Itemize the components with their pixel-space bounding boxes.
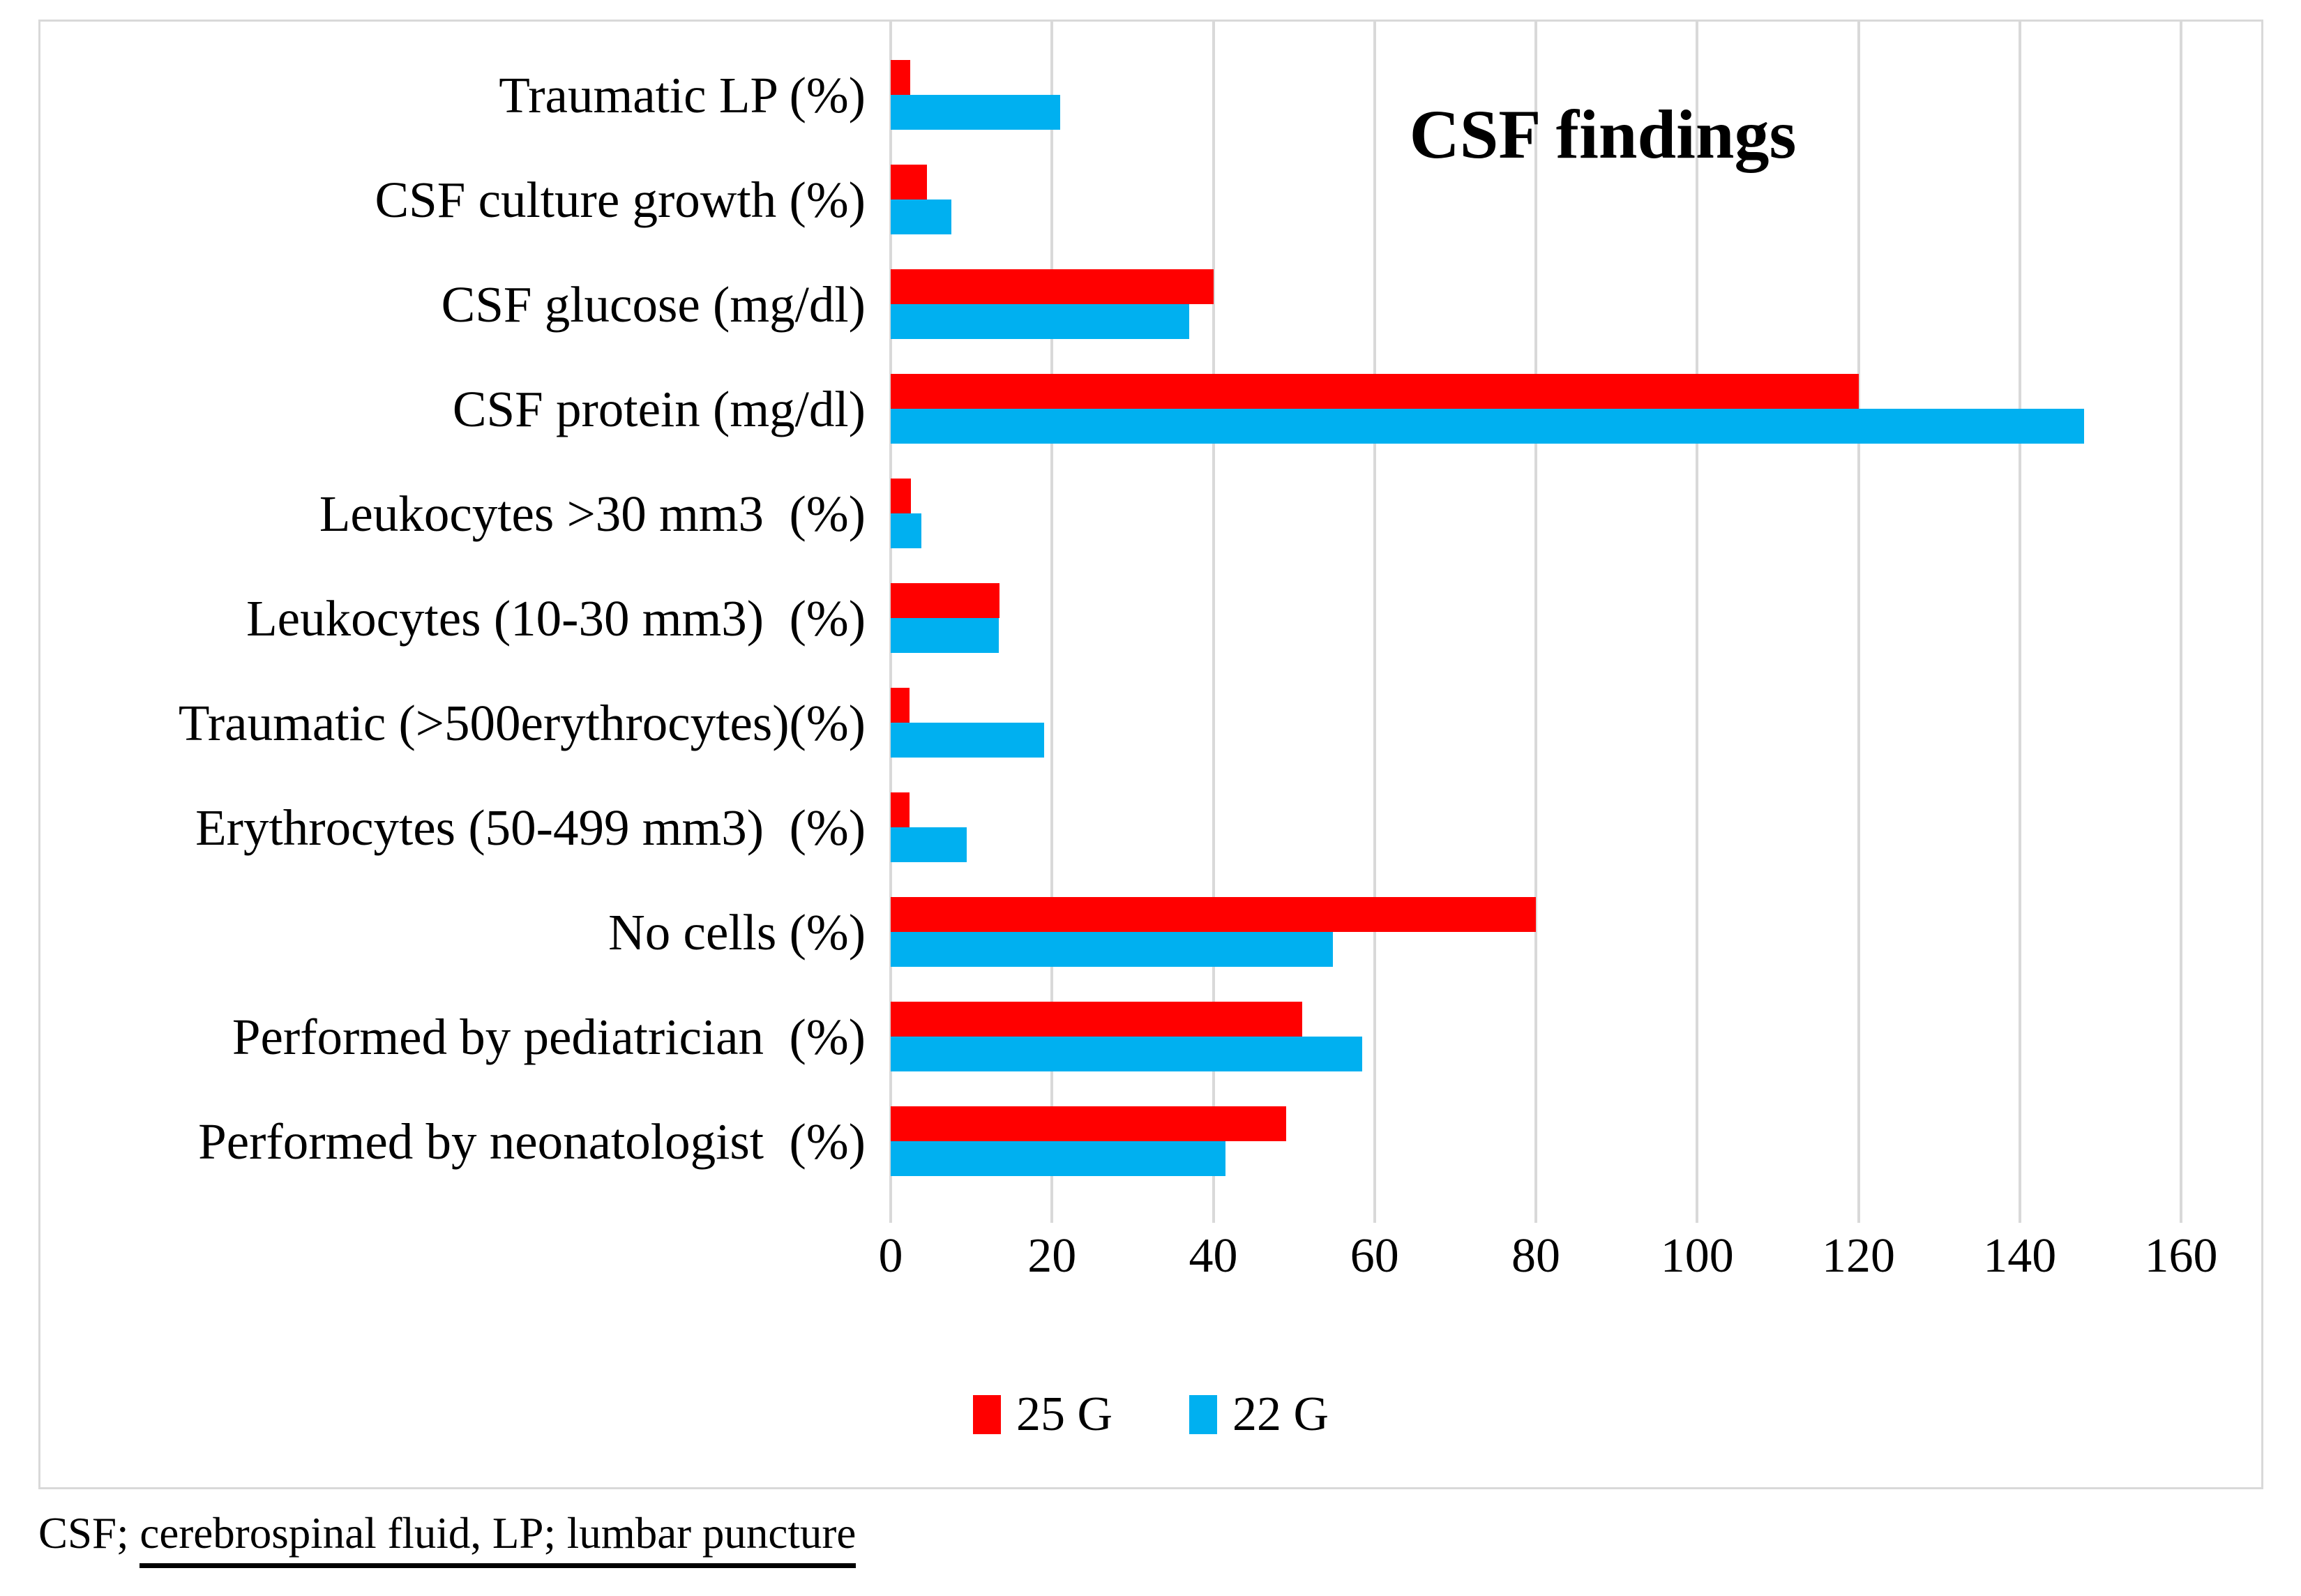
category-label: Leukocytes >30 mm3 (%): [319, 485, 866, 542]
bar-25g: [891, 792, 910, 827]
gridline: [1212, 22, 1215, 1223]
legend-label-25g: 25 G: [1016, 1387, 1112, 1441]
category-label: Erythrocytes (50-499 mm3) (%): [195, 799, 866, 856]
category-row: Erythrocytes (50-499 mm3) (%): [40, 775, 2261, 880]
gridline: [1696, 22, 1699, 1223]
bar-25g: [891, 60, 910, 95]
category-label: Traumatic (>500erythrocytes)(%): [178, 694, 866, 751]
x-tick-label: 80: [1511, 1229, 1560, 1283]
x-tick-label: 160: [2144, 1229, 2218, 1283]
bar-22g: [891, 513, 921, 548]
category-label: Leukocytes (10-30 mm3) (%): [246, 589, 866, 647]
bar-22g: [891, 618, 999, 653]
category-label: Traumatic LP (%): [499, 66, 866, 123]
footnote: CSF; cerebrospinal fluid, LP; lumbar pun…: [38, 1505, 857, 1568]
legend-swatch-25g: [972, 1395, 1001, 1434]
gridline: [1857, 22, 1860, 1223]
legend-item-22g: 22 G: [1189, 1390, 1329, 1439]
category-row: Traumatic LP (%): [40, 43, 2261, 147]
category-row: Leukocytes >30 mm3 (%): [40, 461, 2261, 566]
category-label: Performed by neonatologist (%): [198, 1113, 866, 1170]
x-tick-label: 0: [878, 1229, 903, 1283]
chart-box: Traumatic LP (%) CSF culture growth (%) CS…: [38, 20, 2263, 1489]
gridline: [2018, 22, 2021, 1223]
category-label: CSF protein (mg/dl): [452, 380, 866, 437]
bar-25g: [891, 374, 1859, 409]
category-label: CSF culture growth (%): [375, 171, 866, 228]
x-tick-label: 40: [1189, 1229, 1238, 1283]
category-row: Performed by neonatologist (%): [40, 1089, 2261, 1194]
gridline: [1373, 22, 1376, 1223]
bar-25g: [891, 269, 1214, 304]
legend-item-25g: 25 G: [972, 1387, 1112, 1441]
footnote-prefix: CSF;: [38, 1509, 140, 1558]
x-axis-ticks: 0 20 40 60 80 100 120 140 160: [879, 1229, 2218, 1295]
gridline: [2180, 22, 2182, 1223]
category-row: Traumatic (>500erythrocytes)(%): [40, 670, 2261, 775]
bar-22g: [891, 409, 2085, 444]
x-tick-label: 100: [1660, 1229, 1734, 1283]
x-tick-label: 140: [1983, 1229, 2057, 1283]
bar-25g: [891, 479, 911, 513]
bar-25g: [891, 688, 910, 723]
bar-22g: [891, 827, 967, 862]
footnote-underlined-text: cerebrospinal fluid, LP; lumbar puncture: [139, 1509, 857, 1568]
category-row: CSF glucose (mg/dl): [40, 252, 2261, 356]
category-row: CSF protein (mg/dl): [40, 356, 2261, 461]
category-row: CSF culture growth (%): [40, 147, 2261, 252]
legend-label-22g: 22 G: [1232, 1387, 1329, 1441]
gridline: [1050, 22, 1054, 1223]
category-label: CSF glucose (mg/dl): [441, 276, 866, 333]
gridline: [1534, 22, 1537, 1223]
x-tick-label: 60: [1350, 1229, 1399, 1283]
bar-25g: [891, 1002, 1302, 1037]
bar-22g: [891, 932, 1333, 967]
category-label: No cells (%): [608, 903, 866, 961]
category-row: No cells (%): [40, 880, 2261, 984]
category-label: Performed by pediatrician (%): [232, 1008, 866, 1065]
chart-title: CSF findings: [1409, 96, 1797, 173]
bar-25g: [891, 583, 1000, 618]
bar-22g: [891, 304, 1189, 339]
x-tick-label: 20: [1027, 1229, 1077, 1283]
bar-22g: [891, 723, 1044, 758]
x-tick-label: 120: [1822, 1229, 1895, 1283]
legend: 25 G 22 G: [40, 1390, 2261, 1439]
bar-25g: [891, 897, 1536, 932]
legend-swatch-22g: [1189, 1395, 1217, 1434]
bar-22g: [891, 1141, 1225, 1176]
bar-25g: [891, 1106, 1286, 1141]
category-row: Performed by pediatrician (%): [40, 984, 2261, 1089]
bar-22g: [891, 1037, 1363, 1071]
bar-22g: [891, 95, 1060, 130]
bar-22g: [891, 200, 951, 234]
category-row: Leukocytes (10-30 mm3) (%): [40, 566, 2261, 670]
bar-25g: [891, 165, 928, 200]
